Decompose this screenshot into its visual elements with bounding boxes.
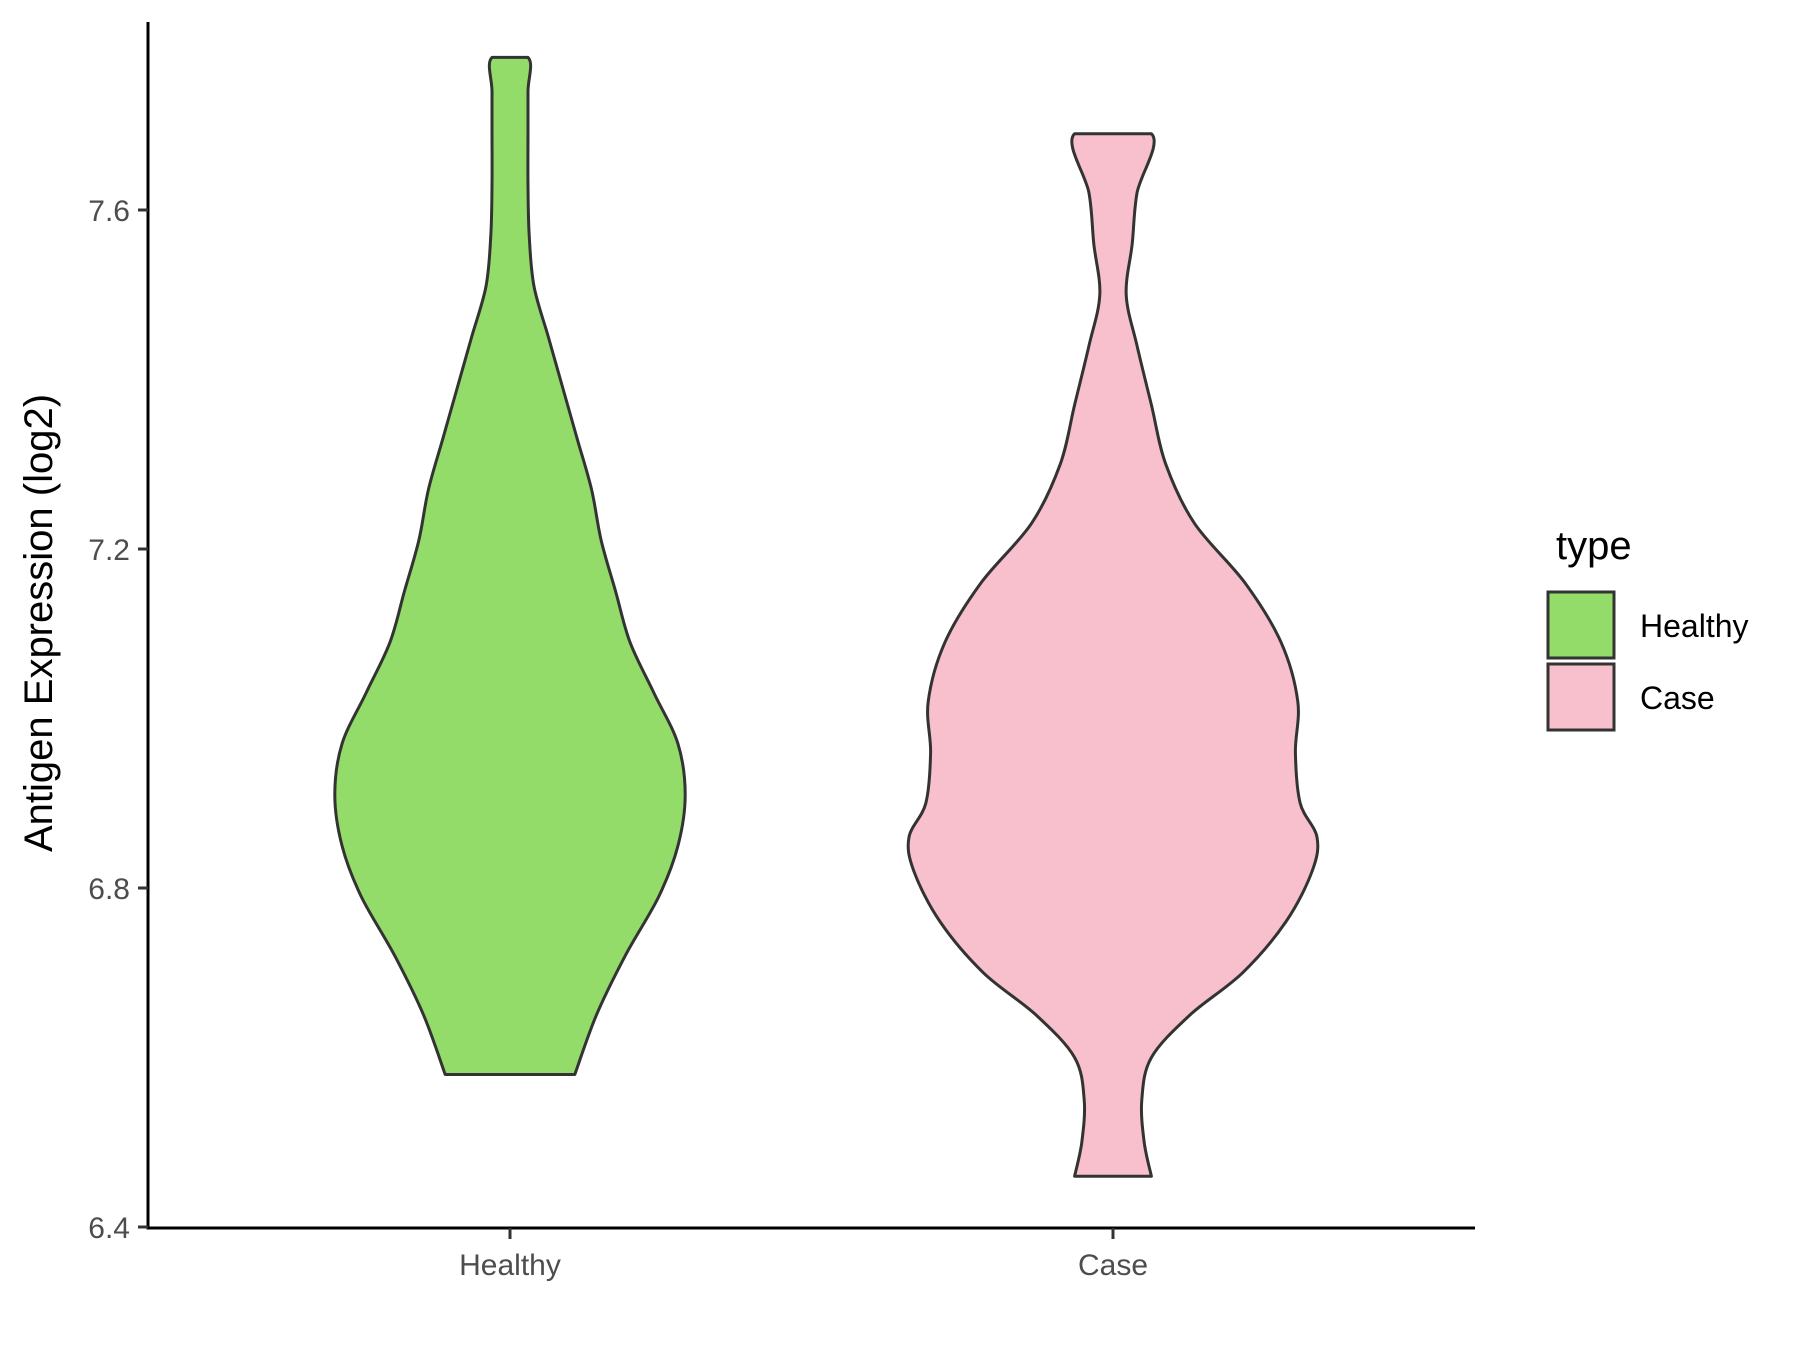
axes: 6.4 6.8 7.2 7.6 Healthy Case <box>88 22 1475 1282</box>
y-tick-label: 6.4 <box>88 1212 130 1245</box>
y-tick-label: 7.2 <box>88 534 130 567</box>
legend-key-case <box>1546 662 1616 732</box>
violin-healthy <box>333 55 687 1076</box>
y-tick-label: 6.8 <box>88 873 130 906</box>
legend: type Healthy Case <box>1546 524 1749 732</box>
x-tick-label: Healthy <box>459 1249 561 1282</box>
legend-title: type <box>1556 524 1632 568</box>
x-tick-label: Case <box>1078 1249 1148 1282</box>
legend-key-healthy <box>1546 590 1616 660</box>
y-axis-title: Antigen Expression (log2) <box>17 394 61 852</box>
violin-layer <box>333 55 1320 1178</box>
y-tick-label: 7.6 <box>88 195 130 228</box>
legend-label: Case <box>1640 680 1715 716</box>
violin-case <box>906 132 1320 1178</box>
legend-label: Healthy <box>1640 608 1749 644</box>
